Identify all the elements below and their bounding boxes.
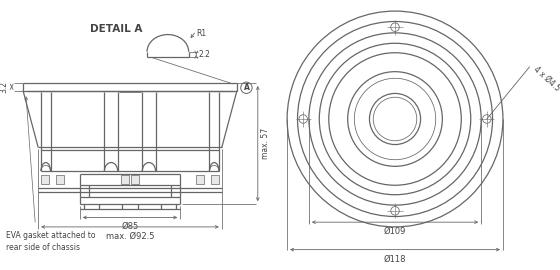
Text: A: A: [244, 83, 249, 92]
Bar: [131, 175, 138, 184]
Text: Ø109: Ø109: [384, 227, 406, 236]
Text: max. Ø92.5: max. Ø92.5: [106, 232, 154, 241]
Bar: [122, 175, 129, 184]
Bar: [56, 175, 64, 184]
Text: 3.2: 3.2: [0, 81, 9, 93]
Bar: [211, 175, 219, 184]
Text: 4 x Ø4.5: 4 x Ø4.5: [531, 65, 560, 93]
Text: max. 57: max. 57: [260, 128, 269, 159]
Text: DETAIL A: DETAIL A: [90, 24, 143, 34]
Text: Ø118: Ø118: [384, 254, 406, 263]
Bar: [196, 175, 204, 184]
Text: Ø85: Ø85: [122, 222, 139, 231]
Bar: [41, 175, 49, 184]
Text: 2.2: 2.2: [198, 50, 210, 59]
Text: EVA gasket attached to
rear side of chassis: EVA gasket attached to rear side of chas…: [6, 231, 96, 252]
Text: R1: R1: [196, 29, 207, 38]
